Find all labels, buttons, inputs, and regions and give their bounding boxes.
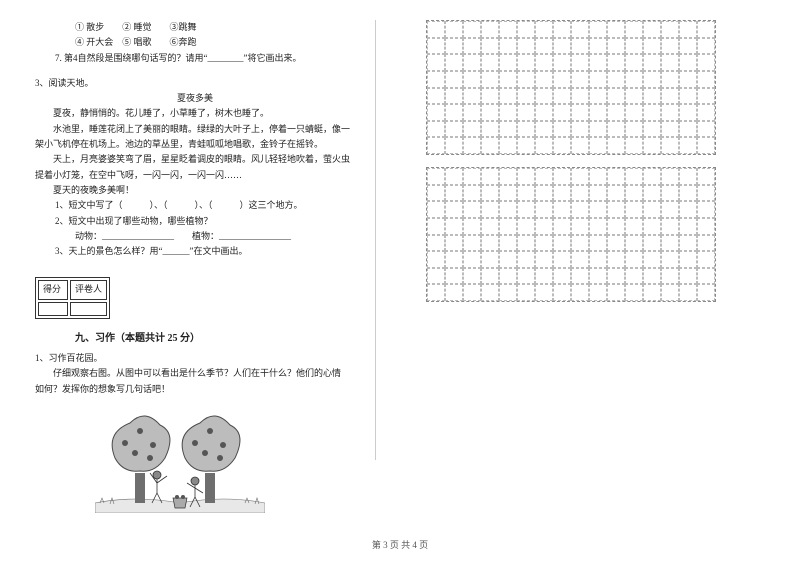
writing-grid-2 <box>426 167 716 302</box>
passage-body: 夏夜，静悄悄的。花儿睡了，小草睡了，树木也睡了。 水池里，睡莲花闭上了美丽的眼睛… <box>35 106 355 198</box>
passage-p4: 夏天的夜晚多美啊！ <box>35 183 355 198</box>
score-table: 得分 评卷人 <box>35 277 110 318</box>
writing-q1: 1、习作百花园。 <box>35 351 355 366</box>
option-line-2: ④ 开大会 ⑤ 唱歌 ⑥奔跑 <box>35 35 355 50</box>
passage-q2: 2、短文中出现了哪些动物，哪些植物？ <box>35 214 355 229</box>
page: ① 散步 ② 睡觉 ③跳舞 ④ 开大会 ⑤ 唱歌 ⑥奔跑 7. 第4自然段是围绕… <box>0 0 800 565</box>
tree-right <box>182 416 240 503</box>
passage-q2-blanks: 动物：________________ 植物：________________ <box>35 229 355 244</box>
reading-heading: 3、阅读天地。 <box>35 76 355 91</box>
passage-title: 夏夜多美 <box>35 91 355 106</box>
basket <box>173 495 187 508</box>
section-9-title: 九、习作（本题共计 25 分） <box>35 330 355 347</box>
tree-left <box>112 416 170 503</box>
passage-p3: 天上，月亮婆婆笑弯了眉，星星眨着调皮的眼睛。风儿轻轻地吹着，萤火虫提着小灯笼，在… <box>35 152 355 183</box>
writing-q1-body: 仔细观察右图。从图中可以看出是什么季节？人们在干什么？他们的心情 如何？发挥你的… <box>35 366 355 397</box>
score-cell <box>38 302 68 316</box>
tree-illustration <box>95 403 265 513</box>
writing-prompt: 仔细观察右图。从图中可以看出是什么季节？人们在干什么？他们的心情 如何？发挥你的… <box>35 368 350 393</box>
person-left <box>150 471 167 503</box>
question-7: 7. 第4自然段是围绕哪句话写的？请用“________”将它画出来。 <box>35 51 355 66</box>
passage-q3: 3、天上的景色怎么样？用“______”在文中画出。 <box>35 244 355 259</box>
score-header-reviewer: 评卷人 <box>70 280 107 299</box>
right-column <box>386 20 716 565</box>
option-line-1: ① 散步 ② 睡觉 ③跳舞 <box>35 20 355 35</box>
left-column: ① 散步 ② 睡觉 ③跳舞 ④ 开大会 ⑤ 唱歌 ⑥奔跑 7. 第4自然段是围绕… <box>35 20 365 565</box>
passage-q1: 1、短文中写了（ ）、（ ）、（ ）这三个地方。 <box>35 198 355 213</box>
writing-grid-1 <box>426 20 716 155</box>
score-header-score: 得分 <box>38 280 68 299</box>
page-footer: 第 3 页 共 4 页 <box>0 538 800 551</box>
reviewer-cell <box>70 302 107 316</box>
column-divider <box>375 20 376 460</box>
passage-p2: 水池里，睡莲花闭上了美丽的眼睛。绿绿的大叶子上，停着一只蜻蜓，像一架小飞机停在机… <box>35 122 355 153</box>
passage-p1: 夏夜，静悄悄的。花儿睡了，小草睡了，树木也睡了。 <box>35 106 355 121</box>
